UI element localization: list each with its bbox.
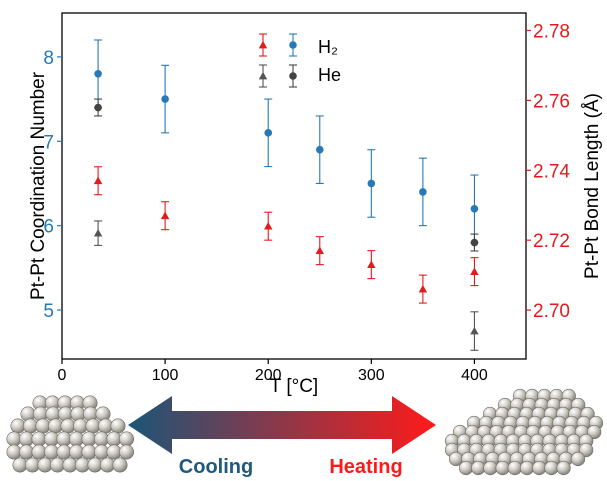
bond-length-marker — [160, 211, 170, 220]
cooling-label: Cooling — [179, 456, 253, 478]
legend-marker — [289, 33, 297, 57]
bond-length-marker — [470, 326, 479, 335]
bond-length-marker — [93, 176, 103, 185]
axis-ticks: 0 100 200 300 400 5 6 7 8 2.70 2.72 2.74 2.76 2.78 — [43, 21, 570, 384]
nanoparticle-illustrations — [6, 388, 604, 476]
data-point — [93, 220, 103, 246]
data-point — [470, 233, 479, 252]
x-tick-label: 100 — [152, 367, 179, 384]
x-axis-title: T [°C] — [270, 376, 318, 397]
cn-marker — [94, 103, 102, 112]
legend-marker — [258, 33, 268, 57]
data-point — [418, 274, 428, 304]
data-point — [470, 257, 479, 287]
legend-circle-marker — [289, 72, 297, 80]
bond-length-marker — [470, 267, 479, 275]
y-right-tick-label: 2.72 — [533, 231, 570, 252]
legend-triangle-marker — [258, 40, 268, 49]
legend-marker — [258, 64, 268, 88]
x-tick-label: 0 — [58, 367, 67, 384]
cn-marker — [94, 69, 102, 78]
cn-marker — [264, 129, 273, 137]
y-left-tick-label: 5 — [43, 301, 54, 322]
data-point — [264, 211, 273, 241]
bond-length-marker — [367, 260, 376, 268]
y-right-tick-label: 2.78 — [533, 21, 570, 42]
data-point — [94, 98, 103, 117]
cn-marker — [470, 204, 479, 213]
x-tick-label: 300 — [358, 367, 385, 384]
heating-label: Heating — [329, 456, 402, 478]
x-tick-label: 200 — [255, 367, 282, 384]
cn-marker — [315, 145, 324, 154]
y-right-tick-label: 2.70 — [533, 301, 570, 322]
data-point — [418, 157, 427, 227]
cn-marker — [161, 95, 169, 103]
plot-frame — [61, 12, 527, 360]
data-point — [367, 149, 376, 218]
data-point — [161, 64, 170, 134]
data-point — [315, 236, 324, 266]
data-point — [94, 39, 103, 109]
legend: H₂ He — [258, 33, 341, 88]
y-left-tick-label: 8 — [43, 48, 54, 69]
data-point — [315, 115, 324, 185]
cooling-heating-arrow — [128, 396, 436, 454]
legend-circle-marker — [289, 41, 297, 49]
cn-marker — [470, 238, 479, 247]
y-right-axis-title: Pt-Pt Bond Length (Å) — [582, 93, 603, 279]
y-left-axis-title: Pt-Pt Coordination Number — [28, 71, 49, 300]
legend-label-he: He — [318, 65, 341, 85]
y-right-tick-label: 2.76 — [533, 91, 570, 112]
bond-length-marker — [93, 228, 103, 237]
y-left-tick-label: 6 — [43, 217, 54, 238]
data-point — [93, 166, 103, 196]
data-point — [160, 201, 170, 231]
legend-label-h2: H₂ — [318, 37, 338, 57]
data-point — [470, 174, 479, 244]
data-marks — [93, 39, 479, 351]
cn-marker — [367, 179, 376, 188]
data-point — [367, 250, 376, 280]
y-right-tick-label: 2.74 — [533, 161, 570, 182]
legend-triangle-marker — [258, 71, 268, 80]
y-left-tick-label: 7 — [43, 132, 54, 153]
data-point — [264, 98, 273, 168]
x-tick-label: 400 — [461, 367, 488, 384]
bond-length-marker — [264, 221, 273, 230]
legend-marker — [289, 64, 297, 88]
cn-marker — [419, 188, 427, 196]
bond-length-marker — [315, 246, 324, 255]
data-point — [470, 311, 479, 351]
bond-length-marker — [418, 284, 428, 293]
